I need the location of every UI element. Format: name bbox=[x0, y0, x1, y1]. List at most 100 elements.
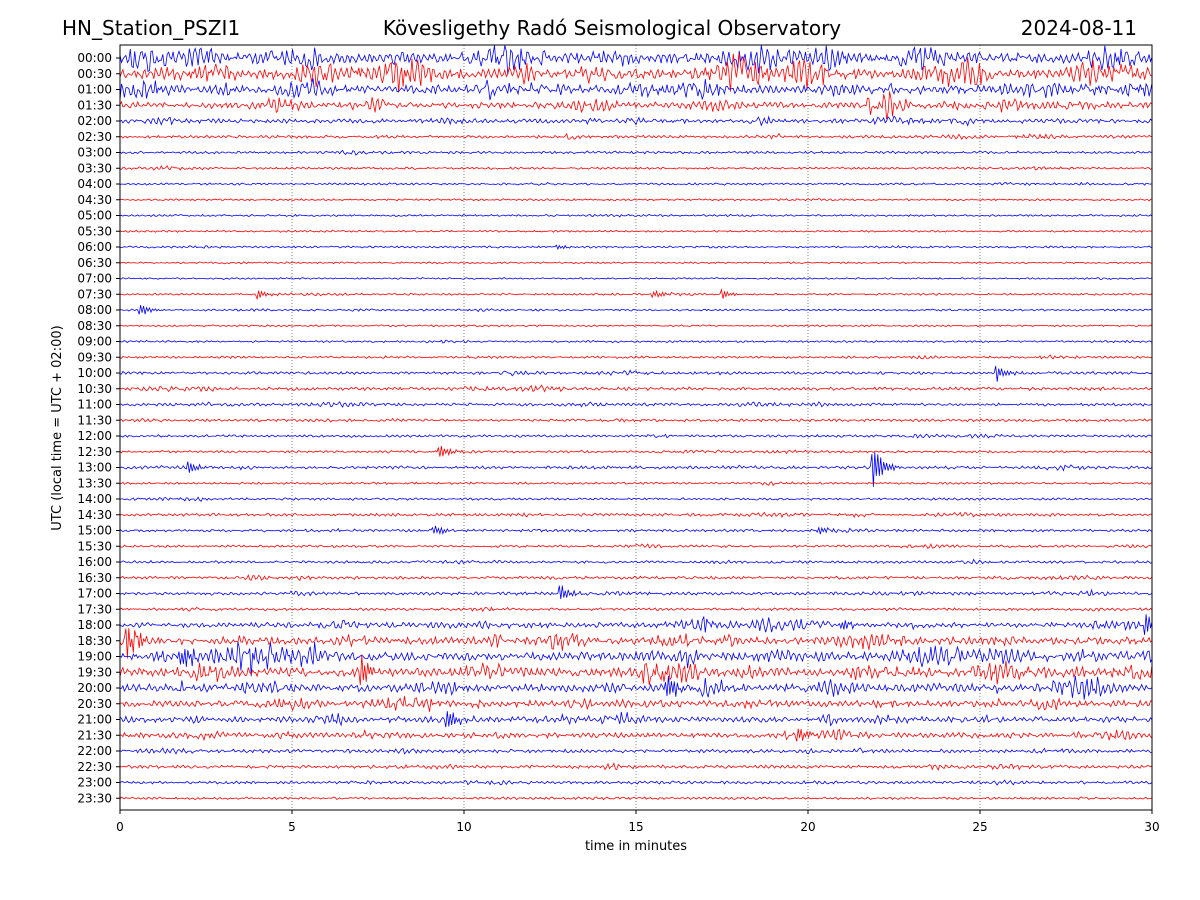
x-tick-label: 10 bbox=[456, 820, 471, 834]
trace-line bbox=[119, 339, 1153, 344]
y-tick-label: 16:00 bbox=[77, 555, 112, 569]
trace-line bbox=[119, 53, 1153, 93]
x-tick-label: 15 bbox=[628, 820, 643, 834]
x-tick-label: 5 bbox=[288, 820, 296, 834]
seismic-traces bbox=[119, 45, 1153, 801]
trace-line bbox=[119, 675, 1153, 700]
y-tick-label: 20:00 bbox=[77, 681, 112, 695]
trace-line bbox=[119, 417, 1153, 423]
y-tick-label: 09:30 bbox=[77, 350, 112, 364]
x-tick-label: 30 bbox=[1144, 820, 1159, 834]
y-tick-label: 13:30 bbox=[77, 476, 112, 490]
trace-line bbox=[119, 229, 1153, 233]
y-tick-label: 11:30 bbox=[77, 413, 112, 427]
y-tick-label: 22:30 bbox=[77, 760, 112, 774]
y-axis-label: UTC (local time = UTC + 02:00) bbox=[50, 325, 65, 530]
y-tick-label: 21:30 bbox=[77, 728, 112, 742]
trace-line bbox=[119, 496, 1153, 503]
y-tick-label: 23:30 bbox=[77, 791, 112, 805]
y-tick-label: 19:30 bbox=[77, 665, 112, 679]
y-tick-label: 09:00 bbox=[77, 335, 112, 349]
trace-line bbox=[119, 628, 1153, 659]
y-tick-label: 04:30 bbox=[77, 193, 112, 207]
trace-line bbox=[119, 165, 1153, 171]
y-tick-label: 18:30 bbox=[77, 634, 112, 648]
y-tick-label: 10:00 bbox=[77, 366, 112, 380]
y-tick-label: 05:00 bbox=[77, 209, 112, 223]
y-tick-label: 16:30 bbox=[77, 571, 112, 585]
x-tick-label: 0 bbox=[116, 820, 124, 834]
trace-line bbox=[119, 525, 1153, 535]
trace-line bbox=[119, 365, 1153, 382]
x-tick-label: 25 bbox=[972, 820, 987, 834]
station-title: HN_Station_PSZI1 bbox=[62, 16, 240, 40]
trace-line bbox=[119, 606, 1153, 613]
y-tick-label: 18:00 bbox=[77, 618, 112, 632]
trace-line bbox=[119, 384, 1153, 393]
trace-line bbox=[119, 324, 1153, 328]
y-tick-label: 08:00 bbox=[77, 303, 112, 317]
y-tick-label: 15:00 bbox=[77, 524, 112, 538]
y-tick-label: 01:30 bbox=[77, 98, 112, 112]
y-tick-label: 07:30 bbox=[77, 287, 112, 301]
trace-line bbox=[119, 115, 1153, 127]
observatory-title: Kövesligethy Radó Seismological Observat… bbox=[383, 16, 841, 40]
trace-line bbox=[119, 574, 1153, 582]
y-tick-label: 02:30 bbox=[77, 130, 112, 144]
y-tick-label: 02:00 bbox=[77, 114, 112, 128]
y-tick-label: 13:00 bbox=[77, 461, 112, 475]
y-tick-label: 03:00 bbox=[77, 146, 112, 160]
trace-line bbox=[119, 558, 1153, 565]
trace-line bbox=[119, 261, 1153, 265]
vertical-grid bbox=[291, 45, 981, 810]
trace-line bbox=[119, 213, 1153, 218]
trace-line bbox=[119, 45, 1153, 75]
trace-line bbox=[119, 149, 1153, 156]
trace-line bbox=[120, 400, 1153, 408]
y-tick-label: 14:00 bbox=[77, 492, 112, 506]
y-tick-label: 06:00 bbox=[77, 240, 112, 254]
trace-line bbox=[119, 446, 1153, 457]
trace-line bbox=[119, 354, 1153, 360]
trace-line bbox=[119, 181, 1153, 186]
y-tick-label: 06:30 bbox=[77, 256, 112, 270]
x-axis-label: time in minutes bbox=[585, 839, 687, 854]
trace-line bbox=[119, 132, 1153, 141]
y-tick-label: 04:00 bbox=[77, 177, 112, 191]
trace-line bbox=[119, 747, 1152, 755]
y-tick-label: 14:30 bbox=[77, 508, 112, 522]
y-tick-label: 19:00 bbox=[77, 650, 112, 664]
y-tick-label: 11:00 bbox=[77, 398, 112, 412]
x-tick-label: 20 bbox=[800, 820, 815, 834]
trace-line bbox=[119, 198, 1153, 202]
trace-line bbox=[119, 433, 1153, 439]
trace-line bbox=[119, 288, 1153, 301]
trace-line bbox=[119, 481, 1153, 487]
y-tick-label: 00:00 bbox=[77, 51, 112, 65]
y-tick-label: 17:00 bbox=[77, 587, 112, 601]
y-tick-label: 12:00 bbox=[77, 429, 112, 443]
trace-line bbox=[119, 78, 1153, 101]
trace-line bbox=[119, 305, 1153, 315]
y-tick-label: 03:30 bbox=[77, 161, 112, 175]
trace-line bbox=[119, 244, 1153, 251]
y-tick-label: 15:30 bbox=[77, 539, 112, 553]
trace-line bbox=[119, 452, 1153, 487]
trace-line bbox=[119, 796, 1153, 801]
trace-line bbox=[119, 614, 1153, 635]
trace-line bbox=[119, 511, 1153, 519]
trace-line bbox=[119, 728, 1153, 742]
trace-line bbox=[119, 779, 1153, 786]
y-tick-label: 12:30 bbox=[77, 445, 112, 459]
trace-line bbox=[119, 654, 1153, 686]
y-tick-label: 20:30 bbox=[77, 697, 112, 711]
trace-line bbox=[119, 762, 1153, 771]
trace-line bbox=[119, 91, 1153, 120]
y-tick-label: 10:30 bbox=[77, 382, 112, 396]
trace-line bbox=[119, 585, 1153, 600]
y-tick-label: 17:30 bbox=[77, 602, 112, 616]
trace-line bbox=[119, 711, 1153, 728]
trace-line bbox=[119, 542, 1153, 549]
